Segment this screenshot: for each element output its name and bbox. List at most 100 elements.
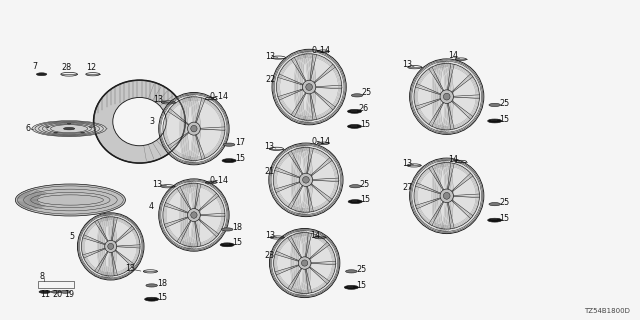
Ellipse shape <box>221 228 233 231</box>
Ellipse shape <box>113 98 166 146</box>
Ellipse shape <box>159 179 229 251</box>
Text: 19: 19 <box>64 290 74 299</box>
Ellipse shape <box>63 127 75 130</box>
Ellipse shape <box>39 290 51 293</box>
Ellipse shape <box>293 51 307 123</box>
Text: 13: 13 <box>266 52 276 60</box>
Ellipse shape <box>77 213 144 280</box>
Ellipse shape <box>179 94 191 163</box>
Ellipse shape <box>444 93 450 100</box>
Ellipse shape <box>488 218 502 222</box>
Text: 13: 13 <box>152 180 162 188</box>
Text: 4: 4 <box>148 202 154 211</box>
Text: 15: 15 <box>235 154 245 163</box>
Ellipse shape <box>188 122 200 135</box>
Text: 0–14: 0–14 <box>209 92 228 100</box>
Text: 13: 13 <box>154 95 164 104</box>
Ellipse shape <box>93 80 186 163</box>
Text: 14: 14 <box>310 231 321 240</box>
Ellipse shape <box>222 159 236 163</box>
Text: 28: 28 <box>61 63 72 72</box>
Ellipse shape <box>346 270 357 273</box>
Text: 15: 15 <box>360 195 370 204</box>
Ellipse shape <box>15 184 125 216</box>
Text: 25: 25 <box>360 180 370 188</box>
Ellipse shape <box>348 124 362 128</box>
Ellipse shape <box>97 214 108 278</box>
Text: 15: 15 <box>360 120 370 129</box>
Ellipse shape <box>300 173 312 187</box>
Text: 25: 25 <box>499 198 509 207</box>
Text: 25: 25 <box>362 88 372 97</box>
Ellipse shape <box>488 119 502 123</box>
Text: 0–14: 0–14 <box>312 137 331 146</box>
Text: 0–14: 0–14 <box>209 176 228 185</box>
Ellipse shape <box>105 240 116 252</box>
Ellipse shape <box>36 73 47 76</box>
Text: 8: 8 <box>40 272 45 281</box>
Ellipse shape <box>410 158 484 234</box>
Text: TZ54B1800D: TZ54B1800D <box>584 308 630 314</box>
Ellipse shape <box>303 80 316 94</box>
Ellipse shape <box>32 121 106 137</box>
Ellipse shape <box>54 132 58 133</box>
Text: 18: 18 <box>232 223 243 232</box>
Ellipse shape <box>51 291 60 293</box>
Ellipse shape <box>220 243 234 247</box>
Ellipse shape <box>223 143 235 146</box>
Ellipse shape <box>349 185 361 188</box>
Ellipse shape <box>145 297 159 301</box>
Text: 12: 12 <box>86 63 97 72</box>
Ellipse shape <box>348 200 362 204</box>
Text: 18: 18 <box>157 279 168 288</box>
Text: 6: 6 <box>26 124 31 133</box>
Text: 13: 13 <box>125 264 135 273</box>
Text: 13: 13 <box>402 159 412 168</box>
Ellipse shape <box>489 103 500 107</box>
Ellipse shape <box>306 84 312 91</box>
Text: 25: 25 <box>499 99 509 108</box>
Ellipse shape <box>344 285 358 289</box>
Ellipse shape <box>191 212 197 218</box>
Ellipse shape <box>489 203 500 206</box>
Text: 13: 13 <box>266 231 276 240</box>
Text: 15: 15 <box>356 281 367 290</box>
Text: 11: 11 <box>40 290 51 299</box>
Text: 22: 22 <box>266 75 276 84</box>
Ellipse shape <box>81 132 84 133</box>
Ellipse shape <box>351 94 363 97</box>
Ellipse shape <box>159 92 229 165</box>
Ellipse shape <box>431 61 444 132</box>
Text: 0–14: 0–14 <box>312 46 331 55</box>
Ellipse shape <box>188 209 200 221</box>
Text: 20: 20 <box>52 290 63 299</box>
Text: 13: 13 <box>264 142 275 151</box>
Text: 14: 14 <box>448 51 458 60</box>
Text: 14: 14 <box>448 155 458 164</box>
Ellipse shape <box>301 260 308 266</box>
Ellipse shape <box>440 189 453 203</box>
Text: 15: 15 <box>499 214 509 223</box>
Text: 27: 27 <box>403 183 413 192</box>
Ellipse shape <box>410 59 484 134</box>
Ellipse shape <box>269 143 343 217</box>
Text: 15: 15 <box>157 293 167 302</box>
Ellipse shape <box>272 49 346 125</box>
Text: 15: 15 <box>499 115 509 124</box>
Ellipse shape <box>191 125 197 132</box>
Ellipse shape <box>269 228 340 298</box>
Ellipse shape <box>146 284 157 287</box>
Ellipse shape <box>440 90 453 103</box>
Ellipse shape <box>431 160 444 232</box>
Text: 5: 5 <box>69 232 74 241</box>
Ellipse shape <box>67 123 71 124</box>
Ellipse shape <box>60 291 70 293</box>
Text: 21: 21 <box>264 167 275 176</box>
Text: 17: 17 <box>235 138 245 147</box>
Ellipse shape <box>108 244 114 249</box>
Ellipse shape <box>179 181 191 249</box>
Ellipse shape <box>444 192 450 199</box>
Text: 15: 15 <box>232 238 243 247</box>
Ellipse shape <box>290 145 303 215</box>
Text: 26: 26 <box>358 104 369 113</box>
